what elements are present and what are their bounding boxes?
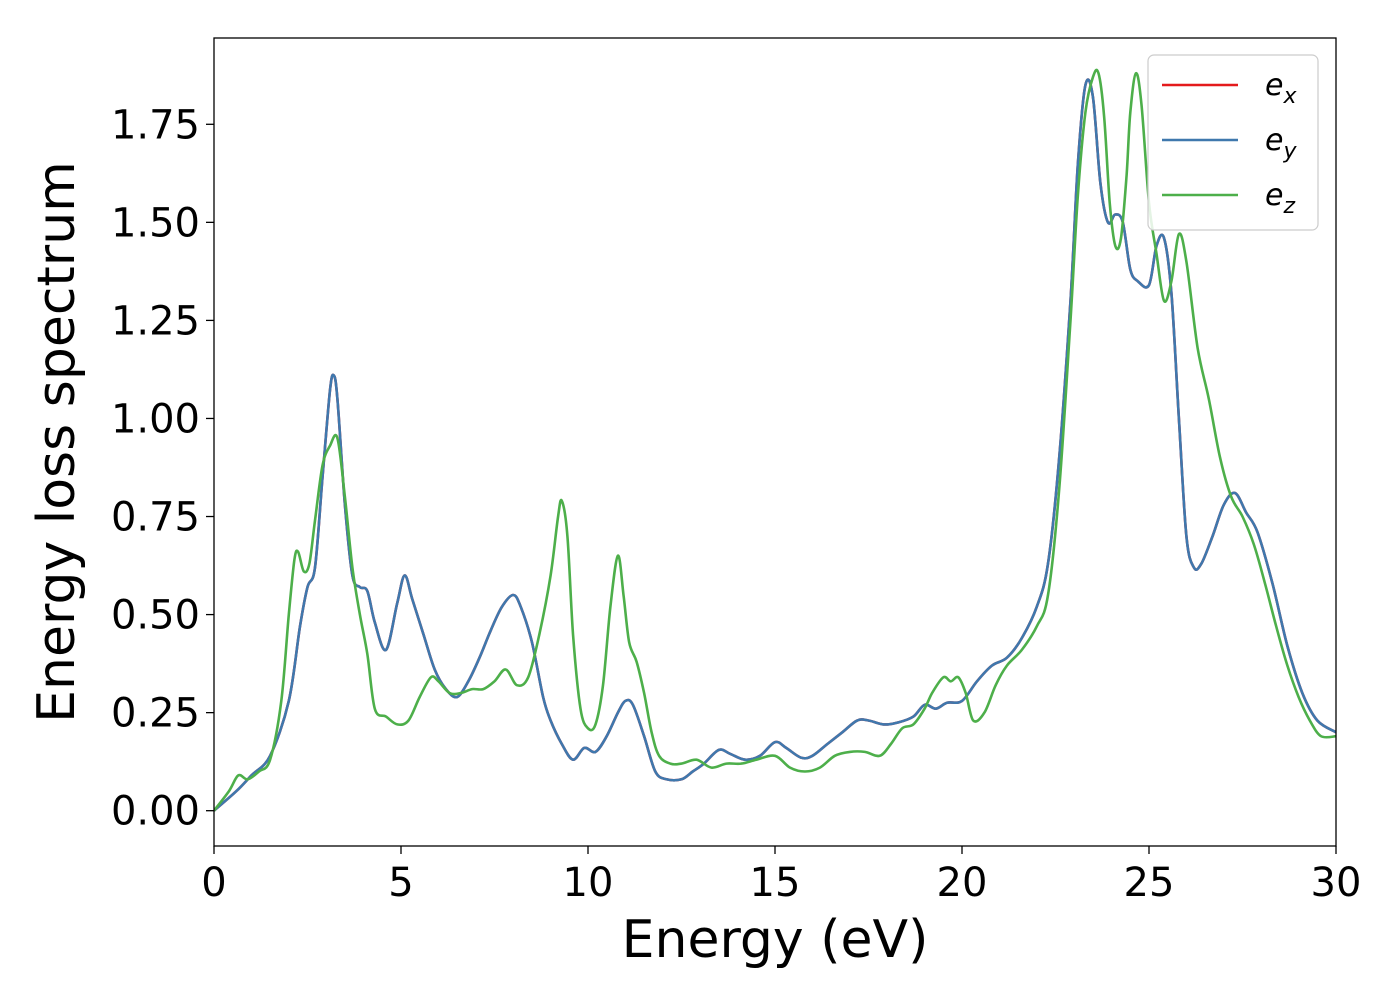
legend-label-e-x: ex	[1265, 68, 1297, 109]
y-tick-label: 1.75	[111, 102, 200, 148]
x-axis-ticks: 0 5 10 15 20 25 30	[201, 846, 1361, 906]
x-tick-label: 10	[563, 860, 614, 906]
x-tick-label: 20	[937, 860, 988, 906]
y-tick-label: 1.50	[111, 200, 200, 246]
legend-items: ex ey ez	[1162, 68, 1297, 219]
x-tick-label: 15	[750, 860, 801, 906]
x-tick-label: 30	[1311, 860, 1362, 906]
x-tick-label: 0	[201, 860, 226, 906]
y-tick-label: 1.25	[111, 298, 200, 344]
x-axis-label: Energy (eV)	[622, 910, 929, 970]
legend-box	[1147, 54, 1319, 231]
y-tick-label: 0.25	[111, 691, 200, 737]
series-line-e-z	[214, 68, 1336, 812]
y-tick-label: 0.00	[111, 789, 200, 835]
y-axis-label: Energy loss spectrum	[27, 161, 87, 723]
y-tick-label: 0.50	[111, 593, 200, 639]
legend: ex ey ez	[1147, 54, 1319, 231]
x-tick-label: 25	[1124, 860, 1175, 906]
series-line-e-y	[214, 78, 1336, 812]
y-tick-label: 0.75	[111, 495, 200, 541]
x-tick-label: 5	[388, 860, 413, 906]
y-tick-label: 1.00	[111, 396, 200, 442]
legend-label-e-y: ey	[1265, 123, 1297, 164]
series-layer	[214, 68, 1336, 812]
legend-label-e-z: ez	[1265, 178, 1295, 219]
y-axis-ticks: 0.00 0.25 0.50 0.75 1.00 1.25 1.50 1.75	[111, 102, 214, 835]
